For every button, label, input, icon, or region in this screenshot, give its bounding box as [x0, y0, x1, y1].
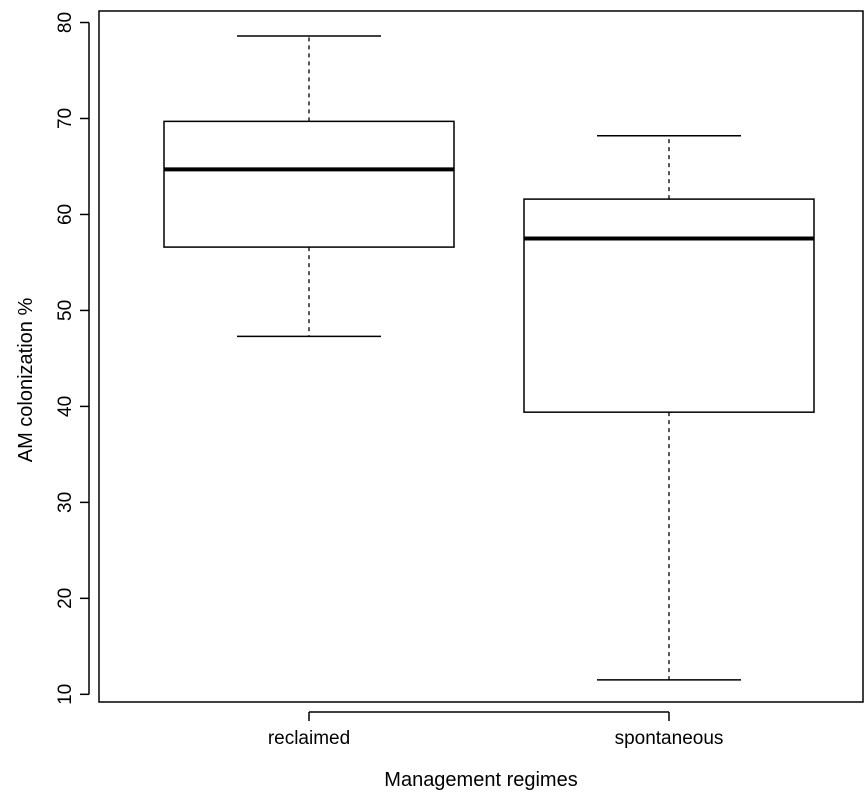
- x-tick-label: spontaneous: [615, 728, 724, 749]
- y-tick-label: 10: [55, 684, 76, 705]
- iqr-box: [523, 198, 815, 413]
- y-tick-label: 60: [55, 204, 76, 225]
- iqr-box: [163, 120, 455, 248]
- y-tick-label: 40: [55, 396, 76, 417]
- y-tick-label: 80: [55, 12, 76, 33]
- y-tick-label: 70: [55, 108, 76, 129]
- y-axis-title: AM colonization %: [15, 298, 37, 463]
- y-axis: 10 20 30 40 50 60 70 80: [55, 12, 90, 705]
- plot-frame: [98, 10, 864, 703]
- box-spontaneous: [523, 135, 815, 681]
- x-axis-title: Management regimes: [384, 769, 577, 791]
- boxes: [163, 35, 815, 681]
- x-axis: reclaimed spontaneous: [268, 711, 724, 749]
- y-tick-label: 50: [55, 300, 76, 321]
- y-tick-label: 20: [55, 588, 76, 609]
- box-reclaimed: [163, 35, 455, 338]
- y-tick-label: 30: [55, 492, 76, 513]
- x-tick-label: reclaimed: [268, 728, 350, 749]
